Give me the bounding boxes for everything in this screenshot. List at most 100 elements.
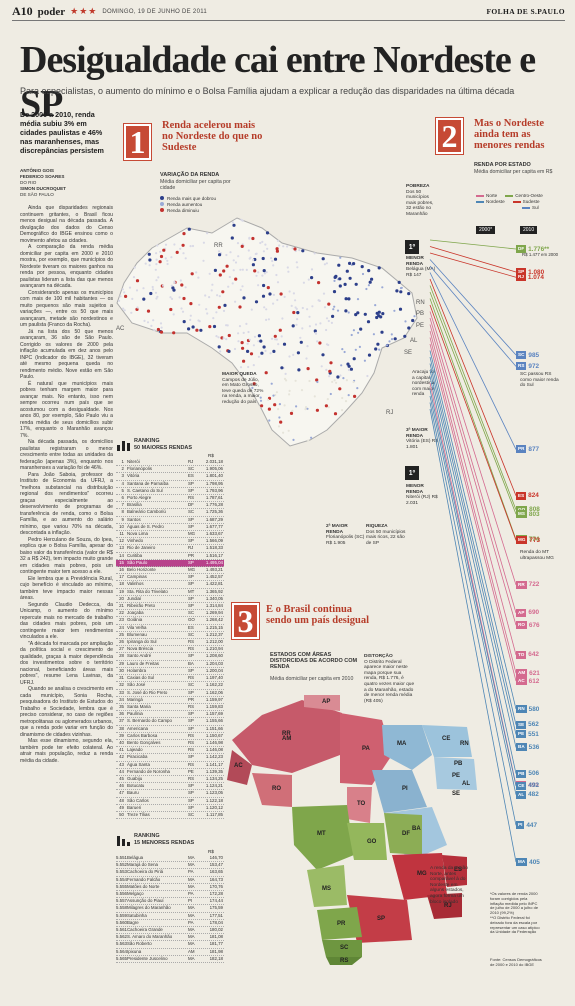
municipality-dot: [208, 272, 211, 275]
municipality-dot: [195, 328, 199, 332]
state-label: AC: [116, 326, 125, 332]
legend-item: Renda mais que dobrou: [160, 196, 216, 202]
municipality-dot: [246, 349, 250, 353]
municipality-dot: [212, 317, 215, 320]
state-label: MT: [317, 831, 326, 837]
municipality-dot: [291, 409, 294, 412]
note-menor-renda: MENOR RENDA Belágua (MA) R$ 147: [406, 256, 436, 278]
slope-line-ro: [429, 324, 517, 626]
slope-line-df: [429, 239, 517, 250]
table-cell: MG: [188, 531, 196, 537]
table-cell: 1.157,69: [205, 711, 223, 717]
municipality-dot: [144, 262, 147, 265]
table-cell: SP: [188, 689, 194, 695]
table-cell: PA: [188, 919, 194, 925]
table-row: 30 Holambra SP 1.200,04: [116, 668, 224, 676]
table-cell: Matões do Norte: [127, 883, 160, 889]
municipality-dot: [315, 378, 319, 382]
state-value: 1.074: [527, 273, 544, 281]
municipality-dot: [270, 382, 273, 385]
municipality-dot: [199, 328, 203, 332]
municipality-dot: [151, 288, 155, 291]
municipality-dot: [286, 245, 289, 248]
table-cell: Guabiju: [127, 775, 143, 781]
municipality-dot: [172, 331, 176, 335]
table-cell: 1: [121, 459, 124, 464]
table-cell: Curitiba: [127, 552, 143, 558]
table-cell: 1.150,67: [205, 732, 223, 738]
state-bar-am: AM 621: [516, 669, 540, 678]
cartogram-sudeste: [347, 853, 467, 943]
slope-line-es: [429, 278, 517, 496]
municipality-dot: [328, 375, 331, 378]
map1-subtitle: Média domiciliar per capita por cidade: [160, 179, 231, 191]
table-cell: 1.365,92: [205, 588, 223, 594]
state-bar-df: DF 1.776**: [516, 245, 549, 253]
table-row: 49 Barueri SP 1.120,12: [116, 805, 224, 812]
municipality-dot: [308, 325, 311, 328]
municipality-dot: [330, 321, 333, 324]
municipality-dot: [268, 419, 271, 422]
municipality-dot: [374, 304, 377, 307]
municipality-dot: [313, 395, 316, 398]
municipality-dot: [173, 281, 176, 284]
municipality-dot: [143, 319, 146, 322]
municipality-dot: [166, 262, 169, 266]
municipality-dot: [363, 359, 366, 362]
state-value: 774: [528, 535, 540, 543]
table-cell: 1.793,96: [205, 487, 223, 493]
note-3a-maior: 3ª MAIOR RENDA Vitória (ES) R$ 1.801: [406, 428, 438, 450]
state-code: BA: [516, 743, 527, 752]
table-row: 45 Guabiju RS 1.134,25: [116, 775, 224, 784]
table-cell: SP: [188, 754, 194, 760]
table-cell: Bauru: [127, 790, 139, 796]
table-cell: 1.725,36: [205, 509, 223, 515]
municipality-dot: [159, 330, 164, 334]
municipality-dot: [347, 364, 351, 368]
table-cell: S. Amaro do Maranhão: [127, 934, 173, 940]
table-cell: SP: [188, 581, 194, 587]
municipality-dot: [325, 368, 328, 371]
municipality-dot: [241, 346, 245, 350]
table-cell: 1.134,25: [205, 775, 223, 781]
table-cell: 40: [119, 739, 124, 745]
municipality-dot: [244, 378, 247, 381]
municipality-dot: [317, 281, 321, 285]
municipality-dot: [133, 266, 136, 269]
table-cell: 24: [119, 624, 124, 630]
table-cell: MA: [188, 876, 195, 882]
municipality-dot: [385, 344, 389, 347]
table-cell: SP: [188, 603, 194, 609]
municipality-dot: [295, 405, 298, 408]
dot-map-brazil: [116, 217, 418, 447]
table-cell: 5.555: [116, 883, 127, 889]
municipality-dot: [307, 278, 310, 281]
municipality-dot: [241, 219, 244, 222]
municipality-dot: [135, 289, 139, 292]
municipality-dot: [310, 268, 314, 271]
table-cell: PA: [188, 891, 194, 897]
table-cell: 1.159,97: [205, 696, 223, 702]
municipality-dot: [148, 258, 152, 262]
municipality-dot: [311, 305, 314, 308]
municipality-dot: [150, 324, 153, 327]
municipality-dot: [304, 408, 307, 411]
municipality-dot: [225, 264, 229, 268]
municipality-dot: [249, 352, 254, 356]
municipality-dot: [388, 340, 391, 343]
table-cell: 5.551: [116, 855, 127, 860]
note-norte: A renda da região Norte, antes comparáve…: [430, 866, 468, 905]
municipality-dot: [276, 239, 279, 242]
municipality-dot: [253, 335, 257, 338]
table-row: 25 Blumenau SC 1.212,37: [116, 632, 224, 640]
table-cell: 13: [119, 545, 124, 551]
municipality-dot: [189, 245, 192, 248]
municipality-dot: [221, 290, 225, 294]
panel3-heading: E o Brasil continua sendo um país desigu…: [266, 604, 369, 626]
table-cell: AM: [188, 948, 195, 954]
municipality-dot: [345, 269, 349, 273]
state-bar-rj: RJ 1.074: [516, 273, 544, 282]
table-cell: Piracicaba: [127, 754, 148, 760]
table-cell: 1.139,35: [205, 768, 223, 774]
municipality-dot: [283, 377, 287, 380]
